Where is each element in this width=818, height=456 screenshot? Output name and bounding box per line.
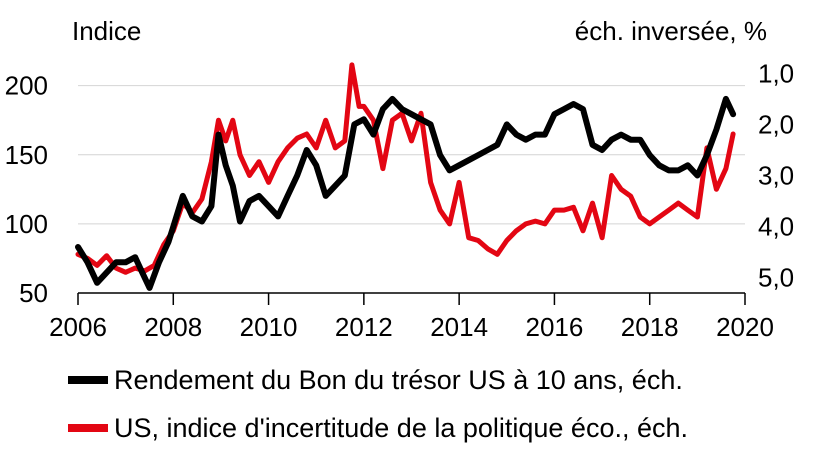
x-tick-label: 2006 <box>49 312 107 342</box>
y-axis-right: 1,0 2,0 3,0 4,0 5,0 <box>758 58 794 292</box>
x-tick-label: 2016 <box>526 312 584 342</box>
x-tick-label: 2008 <box>144 312 202 342</box>
legend-label-uncertainty: US, indice d'incertitude de la politique… <box>114 413 688 443</box>
series-line-uncertainty <box>75 62 736 275</box>
y-left-tick-label: 200 <box>5 71 48 101</box>
x-tick-label: 2012 <box>335 312 393 342</box>
legend: Rendement du Bon du trésor US à 10 ans, … <box>68 365 688 443</box>
y-left-tick-label: 50 <box>19 278 48 308</box>
y-right-tick-label: 2,0 <box>758 109 794 139</box>
x-axis: 2006 2008 2010 2012 2014 2016 2018 2020 <box>49 292 774 342</box>
x-tick-label: 2020 <box>716 312 774 342</box>
x-tick-label: 2018 <box>621 312 679 342</box>
y-right-tick-label: 1,0 <box>758 58 794 88</box>
x-tick-label: 2014 <box>430 312 488 342</box>
x-tick-label: 2010 <box>240 312 298 342</box>
y-left-tick-label: 150 <box>5 140 48 170</box>
right-axis-title: éch. inversée, % <box>575 16 767 46</box>
y-right-tick-label: 3,0 <box>758 161 794 191</box>
series-line-treasury <box>75 95 737 291</box>
y-right-tick-label: 4,0 <box>758 212 794 242</box>
legend-label-treasury: Rendement du Bon du trésor US à 10 ans, … <box>114 365 683 395</box>
y-right-tick-label: 5,0 <box>758 263 794 293</box>
y-left-tick-label: 100 <box>5 209 48 239</box>
left-axis-title: Indice <box>72 16 141 46</box>
y-axis-left: 50 100 150 200 <box>5 71 48 308</box>
series-lines <box>75 62 737 291</box>
